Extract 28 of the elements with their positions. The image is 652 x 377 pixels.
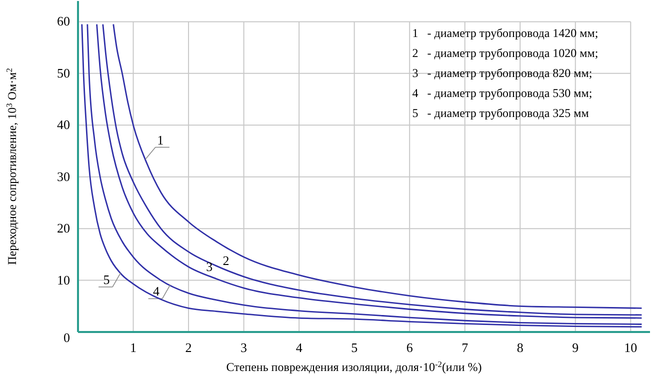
x-tick-label: 5 <box>351 340 358 355</box>
y-tick-label: 0 <box>64 330 70 345</box>
x-tick-label: 8 <box>516 340 524 355</box>
series-label: 4 <box>153 284 160 299</box>
x-tick-label: 4 <box>296 340 303 355</box>
y-tick-label: 10 <box>57 272 70 288</box>
annotation: 1 - диаметр трубопровода 1420 мм; <box>412 26 598 40</box>
x-tick-label: 2 <box>185 340 192 355</box>
x-tick-label: 7 <box>462 340 469 355</box>
y-tick-label: 60 <box>57 14 70 29</box>
annotation: 4 - диаметр трубопровода 530 мм; <box>412 86 592 100</box>
x-tick-label: 3 <box>240 340 248 355</box>
series-label: 3 <box>206 258 213 274</box>
annotation: 2 - диаметр трубопровода 1020 мм; <box>412 46 598 60</box>
y-tick-label: 40 <box>57 117 70 132</box>
y-tick-label: 20 <box>57 220 70 236</box>
x-tick-label: 1 <box>130 340 137 355</box>
y-tick-label: 50 <box>57 65 70 80</box>
series-label: 1 <box>157 132 164 148</box>
annotation: 5 - диаметр трубопровода 325 мм <box>412 106 590 120</box>
x-tick-label: 10 <box>624 340 638 355</box>
y-tick-label: 30 <box>57 168 70 184</box>
annotation: 3 - диаметр трубопровода 820 мм; <box>412 66 592 80</box>
series-label: 5 <box>103 272 110 287</box>
x-tick-label: 6 <box>406 340 414 355</box>
x-tick-label: 9 <box>572 340 579 355</box>
x-axis-title: Степень повреждения изоляции, доля·10$^{-2}$(или %) <box>226 360 482 374</box>
series-label: 2 <box>222 252 230 268</box>
